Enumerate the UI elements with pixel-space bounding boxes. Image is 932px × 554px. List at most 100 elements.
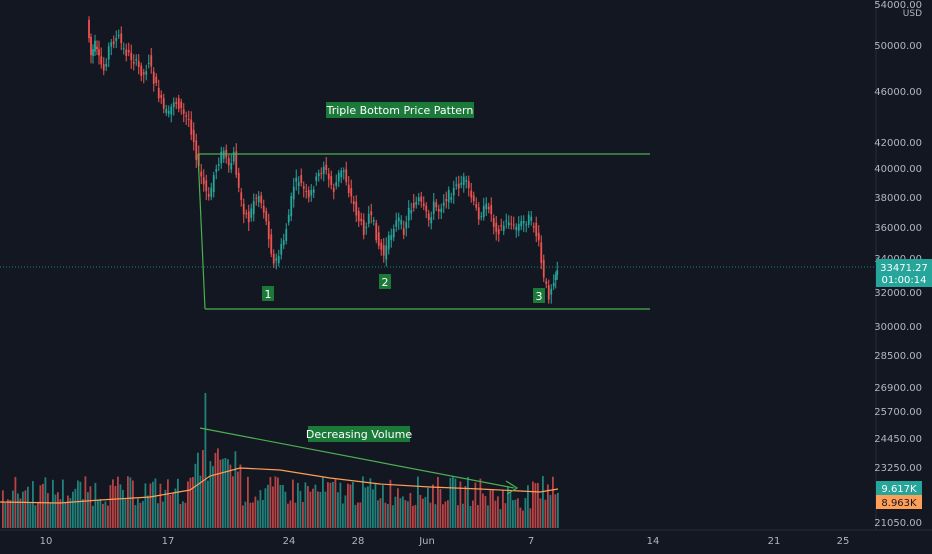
candle-body: [502, 225, 505, 232]
candle-body: [430, 217, 433, 224]
price-tick-label: 40000.00: [874, 164, 922, 175]
volume-bar: [552, 476, 554, 528]
candle-body: [447, 190, 450, 203]
candle-body: [232, 152, 235, 162]
candle-body: [345, 169, 348, 183]
volume-bar: [497, 496, 499, 528]
candle-body: [482, 205, 485, 218]
volume-bar: [2, 490, 4, 528]
volume-bar: [467, 476, 469, 528]
volume-trend-arrow[interactable]: [199, 427, 519, 495]
time-tick-label: 28: [352, 536, 365, 547]
volume-bar: [7, 499, 9, 528]
volume-bar: [32, 481, 34, 528]
volume-bar: [492, 489, 494, 528]
candle-body: [495, 222, 498, 232]
volume-bar: [274, 476, 277, 528]
volume-bar: [257, 500, 259, 528]
time-tick-label: 21: [768, 536, 781, 547]
candle-body: [485, 203, 488, 210]
candle-body: [112, 41, 115, 44]
volume-bar: [534, 483, 537, 528]
volume-title-text: Decreasing Volume: [306, 428, 412, 441]
volume-bar: [29, 503, 32, 528]
volume-bar: [159, 483, 162, 528]
last-price-badge-box: [876, 259, 932, 287]
candle-body: [327, 173, 330, 180]
candle-body: [395, 220, 398, 227]
volume-bar: [149, 483, 152, 528]
candle-body: [335, 182, 338, 187]
volume-bar: [389, 479, 392, 528]
bottom-marker-1[interactable]: 1: [262, 286, 274, 301]
price-tick-label: 38000.00: [874, 193, 922, 204]
candle-body: [142, 72, 145, 75]
time-tick-label: 10: [40, 536, 53, 547]
volume-bar: [447, 500, 449, 528]
candle-body: [385, 245, 388, 260]
candle-body: [190, 119, 193, 135]
volume-bar: [412, 505, 414, 528]
candle-body: [325, 164, 328, 171]
price-axis[interactable]: 54000.00 50000.00 46000.00 42000.00 40000.00…: [874, 0, 932, 530]
candle-body: [427, 213, 430, 221]
volume-bar: [317, 491, 319, 528]
candle-body: [88, 19, 90, 39]
volume-bar: [49, 502, 52, 528]
candle-body: [280, 244, 283, 255]
pattern-title-label[interactable]: Triple Bottom Price Pattern: [326, 102, 474, 118]
volume-title-label[interactable]: Decreasing Volume: [306, 426, 412, 442]
bottom-marker-2[interactable]: 2: [379, 274, 391, 289]
volume-bar: [392, 505, 394, 528]
candle-body: [107, 46, 110, 60]
volume-bar: [422, 498, 424, 528]
volume-bar: [12, 490, 14, 528]
candle-body: [322, 166, 325, 174]
volume-bar: [17, 493, 19, 528]
volume-bar: [529, 508, 532, 528]
candle-body: [270, 234, 273, 254]
volume-bar: [514, 499, 517, 528]
candle-body: [465, 180, 468, 182]
candle-body: [277, 256, 280, 264]
volume-bar: [252, 502, 254, 528]
volume-bar: [427, 487, 429, 528]
volume-bar: [242, 505, 244, 528]
volume-bar: [469, 505, 472, 528]
volume-bar: [377, 500, 379, 528]
volume-bar: [342, 503, 344, 528]
volume-bar: [222, 458, 224, 528]
time-axis[interactable]: 10 17 24 28 Jun 7 14 21 25: [0, 529, 932, 550]
candle-body: [375, 222, 378, 240]
volume-bar: [234, 451, 237, 528]
candle-body: [330, 176, 333, 185]
volume-bar: [64, 501, 67, 528]
volume-bar: [499, 509, 502, 528]
volume-bar: [232, 476, 234, 528]
candle-body: [98, 49, 100, 56]
time-tick-label: 24: [283, 536, 296, 547]
volume-bar: [547, 484, 549, 528]
candle-body: [407, 207, 410, 221]
candle-body: [517, 224, 520, 231]
volume-bar: [244, 501, 247, 528]
volume-bar: [132, 480, 134, 528]
currency-label: USD: [903, 9, 922, 19]
candle-body: [460, 182, 463, 185]
volume-bar: [282, 485, 284, 528]
volume-bar: [439, 488, 442, 528]
candle-body: [317, 173, 320, 177]
last-price-value: 33471.27: [880, 263, 928, 274]
candle-body: [507, 222, 510, 226]
candle-body: [125, 49, 128, 56]
volume-bar: [479, 478, 482, 528]
bottom-marker-3[interactable]: 3: [533, 288, 545, 303]
triple-bottom-pattern[interactable]: [197, 153, 650, 310]
candle-body: [382, 245, 385, 256]
candle-body: [182, 109, 185, 114]
volume-bar: [167, 479, 169, 528]
candle-body: [110, 42, 113, 47]
